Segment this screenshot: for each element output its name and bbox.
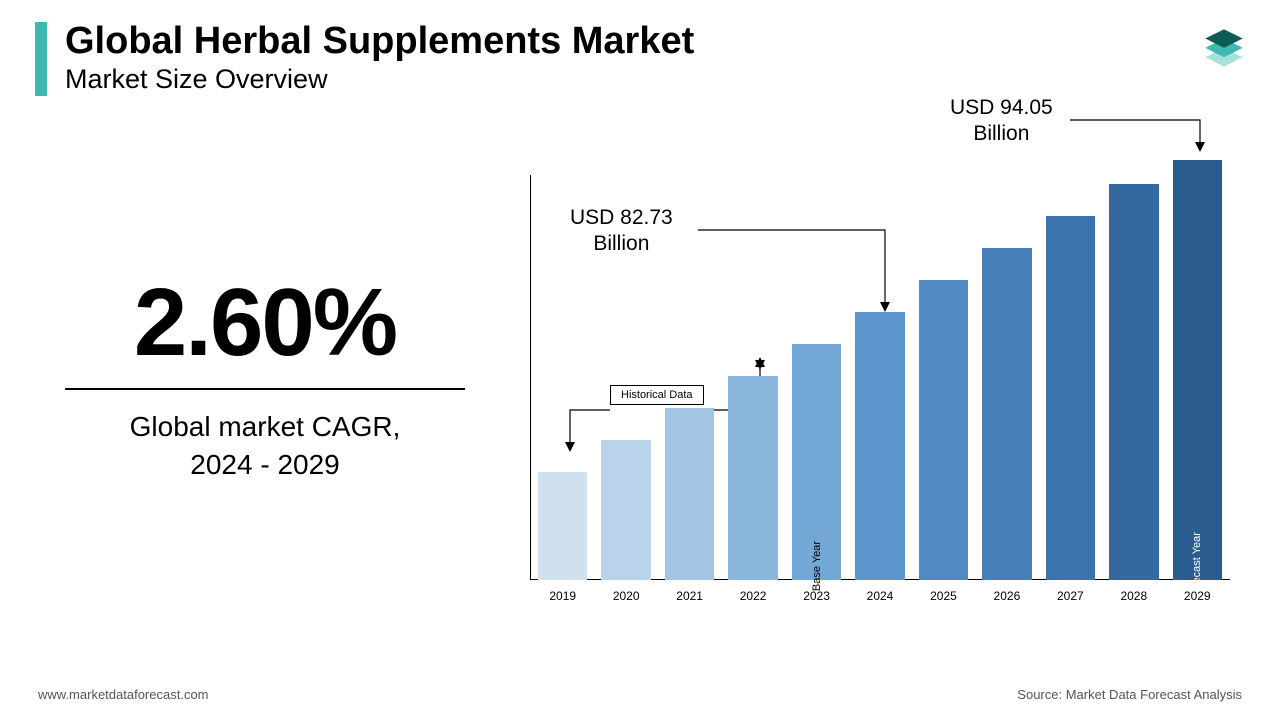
bar-2022 bbox=[728, 376, 777, 580]
callout-2029-line2: Billion bbox=[973, 122, 1029, 145]
cagr-label-line1: Global market CAGR, bbox=[130, 411, 401, 442]
header: Global Herbal Supplements Market Market … bbox=[35, 22, 694, 96]
bar-col bbox=[1109, 184, 1158, 580]
divider bbox=[65, 388, 465, 390]
brand-logo-icon bbox=[1196, 18, 1252, 74]
callout-2029: USD 94.05 Billion bbox=[950, 95, 1053, 148]
cagr-value: 2.60% bbox=[65, 268, 465, 378]
footer-url: www.marketdataforecast.com bbox=[38, 687, 209, 702]
bar-col bbox=[982, 248, 1031, 580]
bars-container: Base YearForecast Year bbox=[530, 175, 1230, 580]
bar-col bbox=[728, 376, 777, 580]
x-label: 2024 bbox=[855, 583, 904, 605]
x-label: 2019 bbox=[538, 583, 587, 605]
bar-2019 bbox=[538, 472, 587, 580]
bar-2025 bbox=[919, 280, 968, 580]
cagr-label-line2: 2024 - 2029 bbox=[190, 449, 339, 480]
bar-col bbox=[601, 440, 650, 580]
bar-col: Forecast Year bbox=[1173, 160, 1222, 580]
page-title: Global Herbal Supplements Market bbox=[65, 22, 694, 62]
bar-2029: Forecast Year bbox=[1173, 160, 1222, 580]
x-label: 2025 bbox=[919, 583, 968, 605]
bar-2024 bbox=[855, 312, 904, 580]
bar-col: Base Year bbox=[792, 344, 841, 580]
footer-source: Source: Market Data Forecast Analysis bbox=[1017, 687, 1242, 702]
x-label: 2026 bbox=[982, 583, 1031, 605]
x-label: 2021 bbox=[665, 583, 714, 605]
title-block: Global Herbal Supplements Market Market … bbox=[65, 22, 694, 95]
bar-chart: USD 82.73 Billion USD 94.05 Billion Hist… bbox=[530, 175, 1230, 605]
x-label: 2028 bbox=[1109, 583, 1158, 605]
x-label: 2029 bbox=[1173, 583, 1222, 605]
bar-2028 bbox=[1109, 184, 1158, 580]
bar-col bbox=[855, 312, 904, 580]
callout-2029-line1: USD 94.05 bbox=[950, 96, 1053, 119]
accent-bar bbox=[35, 22, 47, 96]
bar-2023: Base Year bbox=[792, 344, 841, 580]
x-label: 2022 bbox=[728, 583, 777, 605]
x-label: 2027 bbox=[1046, 583, 1095, 605]
bar-col bbox=[538, 472, 587, 580]
x-label: 2023 bbox=[792, 583, 841, 605]
bar-2021 bbox=[665, 408, 714, 580]
page-subtitle: Market Size Overview bbox=[65, 64, 694, 95]
bar-2027 bbox=[1046, 216, 1095, 580]
bar-2026 bbox=[982, 248, 1031, 580]
bar-col bbox=[1046, 216, 1095, 580]
x-label: 2020 bbox=[601, 583, 650, 605]
cagr-metric: 2.60% Global market CAGR, 2024 - 2029 bbox=[65, 268, 465, 484]
bar-col bbox=[665, 408, 714, 580]
bar-2020 bbox=[601, 440, 650, 580]
bar-col bbox=[919, 280, 968, 580]
cagr-label: Global market CAGR, 2024 - 2029 bbox=[65, 408, 465, 484]
x-axis-labels: 2019 2020 2021 2022 2023 2024 2025 2026 2027 2028… bbox=[530, 583, 1230, 605]
